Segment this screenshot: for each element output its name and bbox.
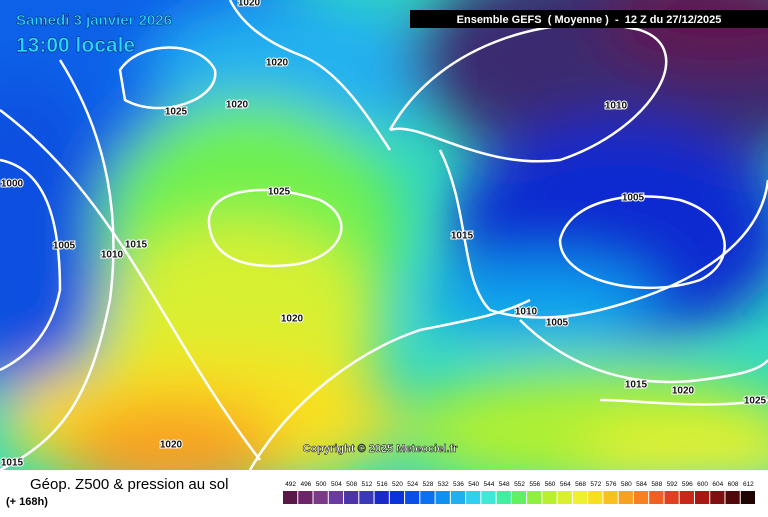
scale-label: 604 <box>712 481 723 488</box>
scale-label: 512 <box>361 481 372 488</box>
color-swatch <box>481 491 496 504</box>
isobar-label: 1005 <box>546 318 569 329</box>
scale-label: 584 <box>636 481 647 488</box>
isobar-label: 1020 <box>226 100 249 111</box>
scale-label: 564 <box>560 481 571 488</box>
isobar-label: 1025 <box>165 107 188 118</box>
run-info: Ensemble GEFS ( Moyenne ) - 12 Z du 27/1… <box>457 14 722 26</box>
date: Samedi 3 janvier 2026 <box>16 12 172 29</box>
color-swatch <box>572 491 588 504</box>
color-swatch <box>542 491 557 504</box>
scale-label: 524 <box>407 481 418 488</box>
color-swatch <box>679 491 694 504</box>
run-banner <box>410 10 768 28</box>
isobar-label: 1015 <box>1 458 24 469</box>
lead-time: (+ 168h) <box>6 496 48 508</box>
color-swatch <box>374 491 389 504</box>
legend-title: Géop. Z500 & pression au sol <box>30 476 228 493</box>
scale-label: 500 <box>316 481 327 488</box>
scale-label: 540 <box>468 481 479 488</box>
color-swatch <box>313 491 328 504</box>
color-swatch <box>649 491 664 504</box>
scale-label: 536 <box>453 481 464 488</box>
color-swatch <box>725 491 740 504</box>
color-swatch <box>603 491 618 504</box>
color-swatch <box>328 491 344 504</box>
isobar-label: 1015 <box>625 380 648 391</box>
color-swatch <box>618 491 633 504</box>
isobar-label: 1020 <box>672 386 695 397</box>
scale-label: 596 <box>682 481 693 488</box>
color-swatch <box>450 491 466 504</box>
isobar-label: 1005 <box>622 193 645 204</box>
color-swatch <box>298 491 313 504</box>
scale-label: 496 <box>300 481 311 488</box>
scale-label: 580 <box>621 481 632 488</box>
color-swatch <box>527 491 542 504</box>
color-swatch <box>466 491 481 504</box>
isobar-label: 1020 <box>281 314 304 325</box>
scale-label: 528 <box>423 481 434 488</box>
isobar-label: 1015 <box>451 231 474 242</box>
color-swatch <box>633 491 649 504</box>
color-swatch <box>694 491 710 504</box>
isobar-label: 1010 <box>101 250 124 261</box>
scale-label: 600 <box>697 481 708 488</box>
isobar-label: 1005 <box>53 241 76 252</box>
color-swatch <box>420 491 435 504</box>
scale-label: 588 <box>651 481 662 488</box>
color-swatch <box>435 491 450 504</box>
color-swatch <box>740 491 755 504</box>
scale-label: 612 <box>743 481 754 488</box>
scale-label: 504 <box>331 481 342 488</box>
scale-label: 532 <box>438 481 449 488</box>
color-swatch <box>405 491 420 504</box>
scale-label: 552 <box>514 481 525 488</box>
color-swatch <box>511 491 527 504</box>
scale-label: 568 <box>575 481 586 488</box>
scale-label: 492 <box>285 481 296 488</box>
scale-label: 592 <box>667 481 678 488</box>
scale-label: 556 <box>529 481 540 488</box>
isobar-label: 1010 <box>515 307 538 318</box>
scale-label: 516 <box>377 481 388 488</box>
scale-label: 576 <box>606 481 617 488</box>
isobar-label: 1020 <box>160 440 183 451</box>
isobar-label: 1010 <box>605 101 628 112</box>
scale-label: 572 <box>590 481 601 488</box>
isobar-label: 1025 <box>744 396 767 407</box>
isobar-label: 1020 <box>238 0 261 9</box>
scale-label: 560 <box>545 481 556 488</box>
scale-label: 544 <box>484 481 495 488</box>
color-swatch <box>557 491 572 504</box>
local-time: 13:00 locale <box>16 34 135 57</box>
color-swatch <box>283 491 298 504</box>
color-swatch <box>588 491 603 504</box>
color-swatch <box>389 491 405 504</box>
color-swatch <box>664 491 679 504</box>
isobars <box>0 0 768 461</box>
scale-label: 520 <box>392 481 403 488</box>
isobar-label: 1020 <box>266 58 289 69</box>
color-swatch <box>359 491 374 504</box>
color-swatch <box>344 491 359 504</box>
isobar-label: 1025 <box>268 187 291 198</box>
scale-label: 548 <box>499 481 510 488</box>
isobar-label: 1015 <box>125 240 148 251</box>
isobar-label: 1000 <box>1 179 24 190</box>
color-swatch <box>496 491 511 504</box>
color-swatch <box>710 491 725 504</box>
copyright: Copyright © 2025 Meteociel.fr <box>303 443 459 455</box>
scale-label: 508 <box>346 481 357 488</box>
scale-label: 608 <box>728 481 739 488</box>
